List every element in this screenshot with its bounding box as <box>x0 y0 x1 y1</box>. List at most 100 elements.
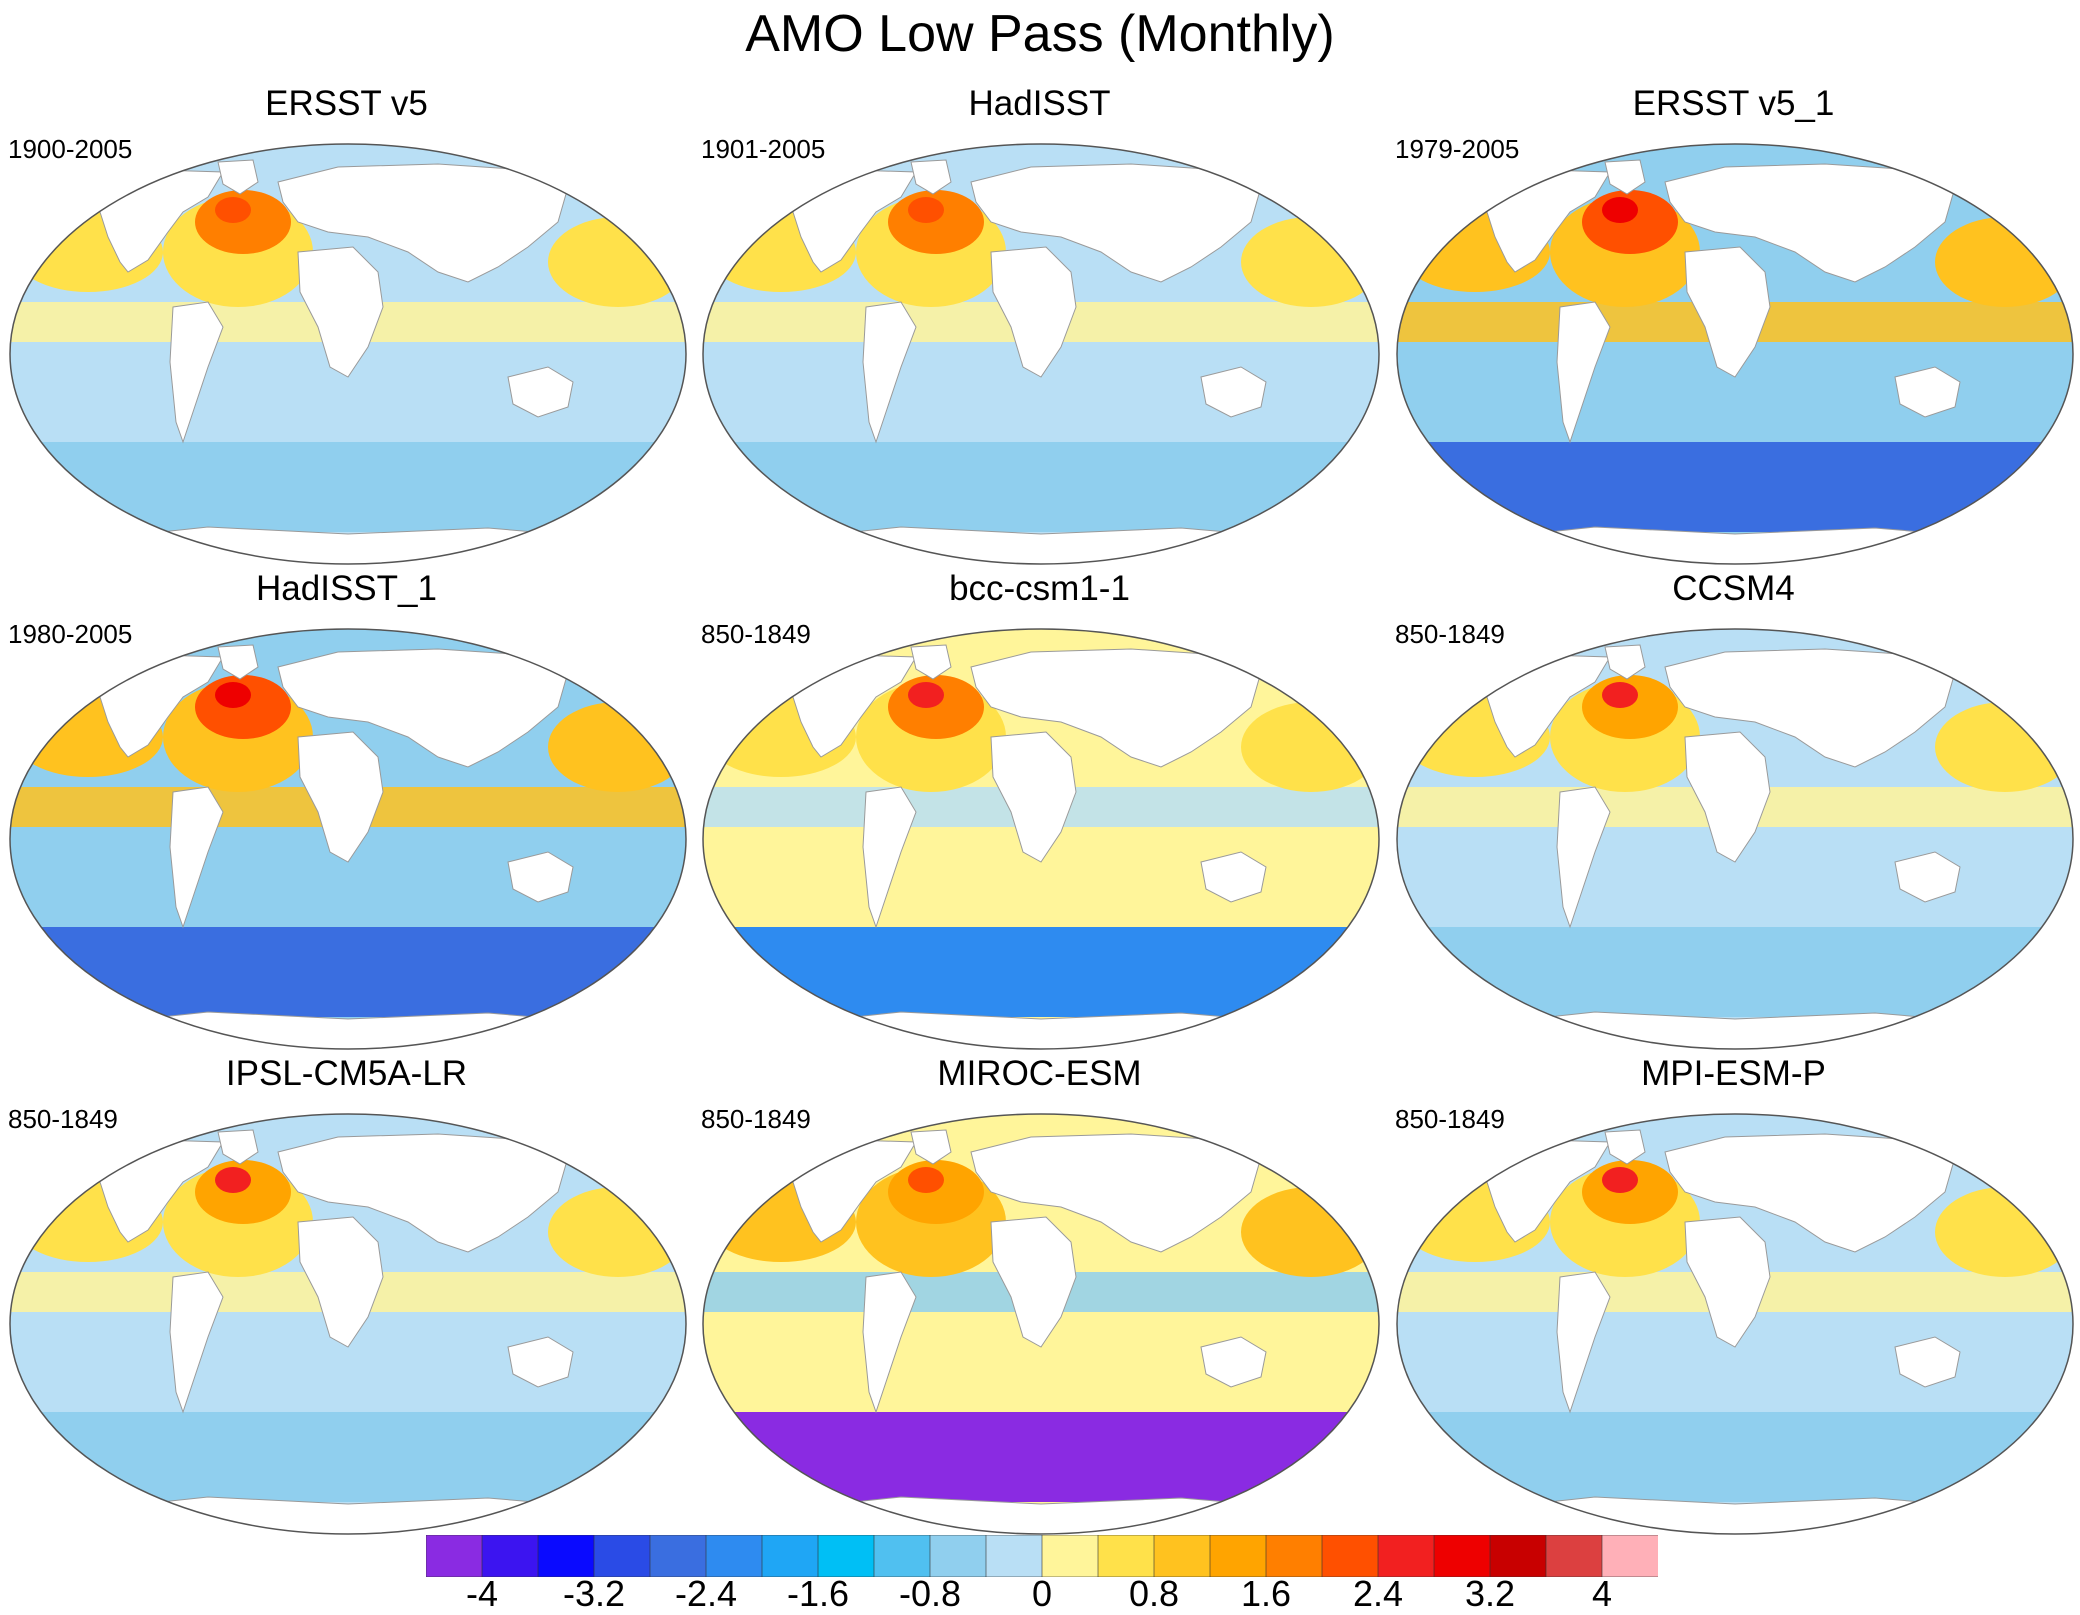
west-pacific-anomaly <box>1241 1187 1379 1277</box>
colorbar-bin <box>1153 1535 1211 1577</box>
land-mass <box>169 1271 224 1414</box>
map-panel: ERSST v5_1 1979-2005 <box>1387 84 2080 580</box>
land-mass <box>970 1133 1262 1253</box>
southern-ocean-anomaly <box>703 927 1379 1017</box>
land-mass <box>297 1216 384 1348</box>
subpolar-gyre-max <box>908 1167 944 1193</box>
land-mass <box>1200 1336 1267 1388</box>
land-mass <box>990 246 1077 378</box>
land-mass <box>990 731 1077 863</box>
world-map <box>702 1113 1380 1535</box>
land-mass <box>1604 1129 1646 1165</box>
world-map <box>702 143 1380 565</box>
map-panel: HadISST_1 1980-2005 <box>0 569 693 1065</box>
land-mass <box>1664 163 1956 283</box>
world-map <box>9 1113 687 1535</box>
map-border <box>702 1113 1380 1535</box>
figure-title: AMO Low Pass (Monthly) <box>745 5 1335 63</box>
land-mass <box>507 1336 574 1388</box>
colorbar-bin <box>1209 1535 1267 1577</box>
land-mass <box>990 1216 1077 1348</box>
colorbar-bin <box>1321 1535 1379 1577</box>
west-pacific-anomaly <box>1935 217 2073 307</box>
land-mass <box>277 163 569 283</box>
subpolar-gyre-max <box>215 1167 251 1193</box>
subpolar-gyre-max <box>908 197 944 223</box>
map-panel: CCSM4 850-1849 <box>1387 569 2080 1065</box>
map-panel: MPI-ESM-P 850-1849 <box>1387 1054 2080 1550</box>
land-mass <box>297 731 384 863</box>
southern-ocean-anomaly <box>1397 927 2073 1017</box>
land-mass <box>1684 731 1771 863</box>
map-panel: IPSL-CM5A-LR 850-1849 <box>0 1054 693 1550</box>
land-mass <box>1684 246 1771 378</box>
colorbar-bin <box>537 1535 595 1577</box>
land-mass <box>99 1139 224 1243</box>
land-mass <box>970 648 1262 768</box>
panel-period: 850-1849 <box>1395 1104 1505 1134</box>
land-mass <box>507 366 574 418</box>
land-mass <box>910 159 952 195</box>
colorbar-bin <box>929 1535 987 1577</box>
panel-title: ERSST v5_1 <box>1632 84 1835 123</box>
map-panel: HadISST 1901-2005 <box>693 84 1386 580</box>
map-border <box>1396 628 2074 1050</box>
panel-period: 1901-2005 <box>701 134 826 164</box>
colorbar-tick-label: 1.6 <box>1240 1573 1292 1614</box>
land-mass <box>1684 1216 1771 1348</box>
colorbar-bin <box>1545 1535 1603 1577</box>
land-mass <box>297 246 384 378</box>
land-mass <box>862 301 917 444</box>
panel-title: MIROC-ESM <box>937 1054 1142 1093</box>
world-map <box>1396 1113 2074 1535</box>
land-mass <box>1486 1139 1611 1243</box>
colorbar-bin <box>761 1535 819 1577</box>
world-map <box>9 143 687 565</box>
panel-title: CCSM4 <box>1672 569 1795 608</box>
colorbar-bin <box>649 1535 707 1577</box>
southern-ocean-anomaly <box>703 442 1379 532</box>
colorbar-bin <box>481 1535 539 1577</box>
colorbar-labels: -4 -3.2 -2.4 -1.6 -0.8 0 0.8 1.6 2.4 3.2 4 <box>0 1573 2080 1614</box>
land-mass <box>1556 1271 1611 1414</box>
land-mass <box>792 169 917 273</box>
land-mass <box>792 1139 917 1243</box>
land-mass <box>99 169 224 273</box>
land-mass <box>862 786 917 929</box>
colorbar-tick-label: 4 <box>1591 1573 1613 1614</box>
subpolar-gyre-max <box>908 682 944 708</box>
map-border <box>1396 1113 2074 1535</box>
panel-period: 1900-2005 <box>8 134 133 164</box>
land-mass <box>1200 366 1267 418</box>
land-mass <box>1486 654 1611 758</box>
colorbar-bin <box>1601 1535 1658 1577</box>
panel-period: 1979-2005 <box>1395 134 1520 164</box>
panel-title: HadISST_1 <box>256 569 437 608</box>
subpolar-gyre-max <box>1602 197 1638 223</box>
map-panel: ERSST v5 1900-2005 <box>0 84 693 580</box>
map-border <box>702 628 1380 1050</box>
west-pacific-anomaly <box>548 217 686 307</box>
map-panel: MIROC-ESM 850-1849 <box>693 1054 1386 1550</box>
land-mass <box>910 1129 952 1165</box>
colorbar-bin <box>426 1535 483 1577</box>
panel-title: bcc-csm1-1 <box>949 569 1130 608</box>
land-mass <box>792 654 917 758</box>
colorbar-tick-label: -3.2 <box>562 1573 626 1614</box>
map-border <box>9 143 687 565</box>
land-mass <box>1894 851 1961 903</box>
west-pacific-anomaly <box>1241 702 1379 792</box>
colorbar-bin <box>985 1535 1043 1577</box>
subpolar-gyre-max <box>1602 682 1638 708</box>
colorbar-tick-label: 0 <box>1031 1573 1053 1614</box>
subpolar-gyre-max <box>215 682 251 708</box>
panel-period: 1980-2005 <box>8 619 133 649</box>
land-mass <box>1894 366 1961 418</box>
colorbar-bin <box>873 1535 931 1577</box>
land-mass <box>277 648 569 768</box>
land-mass <box>1486 169 1611 273</box>
land-mass <box>277 1133 569 1253</box>
colorbar-tick-label: -2.4 <box>674 1573 738 1614</box>
subpolar-gyre-max <box>1602 1167 1638 1193</box>
colorbar-bin <box>1265 1535 1323 1577</box>
